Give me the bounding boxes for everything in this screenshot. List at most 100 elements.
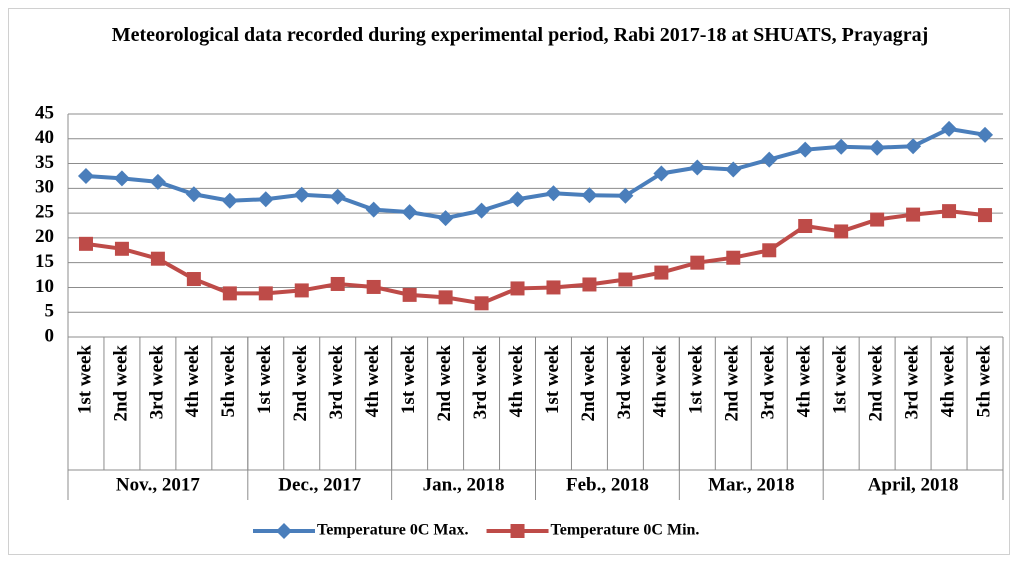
- marker: [978, 208, 993, 223]
- marker: [401, 204, 418, 221]
- marker: [222, 286, 237, 301]
- y-tick-label: 10: [35, 276, 54, 297]
- x-tick-label: 3rd week: [901, 345, 922, 420]
- y-tick-label: 0: [45, 325, 55, 346]
- line: [85, 126, 986, 221]
- marker: [186, 272, 201, 287]
- x-tick-label: 4th week: [362, 345, 383, 418]
- marker: [653, 165, 670, 182]
- legend-label: Temperature 0C Min.: [551, 522, 700, 539]
- marker: [438, 290, 453, 305]
- x-tick-label: 4th week: [794, 345, 815, 418]
- marker: [330, 276, 345, 291]
- marker: [654, 265, 669, 280]
- marker: [276, 523, 292, 539]
- marker: [905, 138, 922, 155]
- marker: [906, 207, 921, 222]
- x-tick-label: 4th week: [182, 345, 203, 418]
- group-label: Mar., 2018: [708, 474, 794, 495]
- y-tick-label: 35: [35, 152, 54, 173]
- marker: [617, 187, 634, 204]
- marker: [797, 141, 814, 158]
- x-tick-label: 3rd week: [470, 345, 491, 420]
- marker: [761, 151, 778, 168]
- x-tick-label: 2nd week: [110, 345, 131, 422]
- y-tick-label: 45: [35, 102, 54, 123]
- marker: [689, 159, 706, 176]
- marker: [329, 188, 346, 205]
- marker: [690, 255, 705, 270]
- y-tick-label: 15: [35, 251, 54, 272]
- marker: [78, 236, 93, 251]
- marker: [545, 185, 562, 202]
- x-tick-label: 4th week: [650, 345, 671, 418]
- x-tick-label: 2nd week: [578, 345, 599, 422]
- marker: [366, 279, 381, 294]
- group-label: Dec., 2017: [278, 474, 361, 495]
- y-tick-label: 40: [35, 127, 54, 148]
- chart-title: Meteorological data recorded during expe…: [111, 24, 929, 46]
- marker: [977, 126, 994, 143]
- marker: [762, 243, 777, 258]
- group-label: Jan., 2018: [423, 474, 505, 495]
- marker: [77, 167, 94, 184]
- marker: [113, 170, 130, 187]
- marker: [221, 192, 238, 209]
- x-tick-label: 1st week: [542, 345, 563, 415]
- y-tick-label: 25: [35, 201, 54, 222]
- marker: [870, 212, 885, 227]
- group-label: Nov., 2017: [116, 474, 200, 495]
- marker: [546, 280, 561, 295]
- x-tick-label: 3rd week: [326, 345, 347, 420]
- marker: [293, 186, 310, 203]
- marker: [726, 250, 741, 265]
- x-tick-label: 1st week: [830, 345, 851, 415]
- y-tick-label: 5: [45, 301, 55, 322]
- marker: [618, 272, 633, 287]
- y-tick-label: 20: [35, 226, 54, 247]
- x-tick-label: 4th week: [937, 345, 958, 418]
- x-tick-label: 3rd week: [758, 345, 779, 420]
- x-tick-label: 5th week: [218, 345, 239, 418]
- x-tick-label: 5th week: [973, 345, 994, 418]
- x-tick-label: 3rd week: [614, 345, 635, 420]
- marker: [581, 187, 598, 204]
- marker: [474, 296, 489, 311]
- marker: [725, 161, 742, 178]
- line: [85, 209, 986, 306]
- chart-frame: [8, 8, 1010, 555]
- marker: [149, 173, 166, 190]
- legend-label: Temperature 0C Max.: [317, 522, 469, 539]
- marker: [509, 191, 526, 208]
- marker: [941, 120, 958, 137]
- x-tick-label: 1st week: [686, 345, 707, 415]
- x-tick-label: 2nd week: [290, 345, 311, 422]
- marker: [257, 191, 274, 208]
- marker: [185, 186, 202, 203]
- marker: [365, 201, 382, 218]
- marker: [114, 241, 129, 256]
- marker: [869, 139, 886, 156]
- x-tick-label: 2nd week: [434, 345, 455, 422]
- marker: [510, 524, 525, 538]
- group-label: April, 2018: [868, 474, 959, 495]
- y-tick-label: 30: [35, 177, 54, 198]
- marker: [473, 202, 490, 219]
- marker: [437, 210, 454, 227]
- x-tick-label: 2nd week: [722, 345, 743, 422]
- x-tick-label: 1st week: [398, 345, 419, 415]
- x-tick-label: 1st week: [254, 345, 275, 415]
- x-tick-label: 3rd week: [146, 345, 167, 420]
- marker: [834, 224, 849, 239]
- marker: [150, 251, 165, 266]
- x-tick-label: 4th week: [506, 345, 527, 418]
- group-label: Feb., 2018: [566, 474, 649, 495]
- x-tick-label: 1st week: [74, 345, 95, 415]
- marker: [798, 218, 813, 233]
- marker: [833, 138, 850, 155]
- marker: [402, 287, 417, 302]
- x-tick-label: 2nd week: [865, 345, 886, 422]
- marker: [294, 283, 309, 298]
